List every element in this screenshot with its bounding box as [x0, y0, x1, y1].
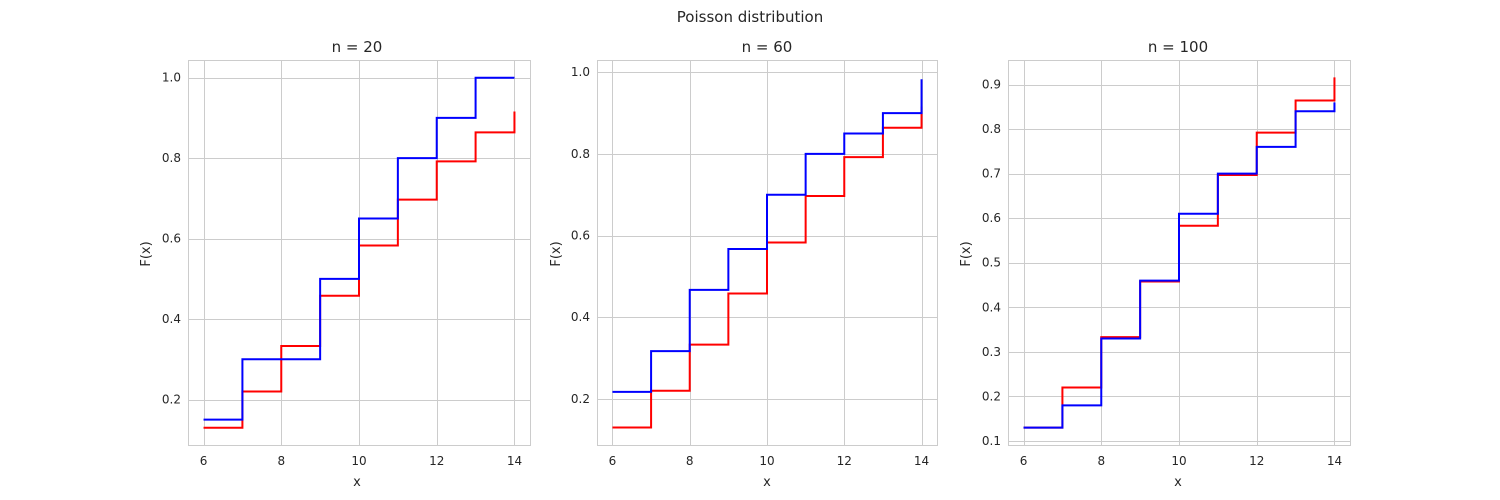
x-axis-label: x — [1174, 475, 1182, 490]
y-tick-label: 0.1 — [982, 434, 1001, 448]
subplot-n60: n = 60 x F(x) 6 8 10 12 14 0.2 0.4 0.6 0.8 1.0 — [549, 38, 938, 490]
y-tick-label: 0.4 — [571, 310, 590, 324]
x-tick-label: 14 — [507, 454, 522, 468]
series-line-blue — [203, 76, 515, 421]
subplot-n20: n = 20 x F(x) 6 8 10 12 14 0.2 0.4 0.6 0.8 1.0 — [139, 38, 531, 490]
y-tick-label: 0.9 — [982, 78, 1001, 92]
y-axis-label: F(x) — [549, 241, 564, 266]
y-tick-label: 0.5 — [982, 256, 1001, 270]
x-tick-label: 8 — [277, 454, 285, 468]
x-tick-label: 6 — [200, 454, 208, 468]
subplot-n100: n = 100 x F(x) 6 8 10 12 14 0.1 0.2 0.3 0.4 0.5 0.… — [959, 38, 1351, 490]
x-tick-label: 8 — [686, 454, 694, 468]
subplot-title: n = 20 — [332, 38, 383, 56]
series-line-blue — [1023, 102, 1336, 429]
y-tick-label: 0.4 — [982, 300, 1001, 314]
x-tick-label: 6 — [609, 454, 617, 468]
x-tick-label: 10 — [1171, 454, 1186, 468]
plot-frame — [1008, 60, 1351, 446]
subplot-title: n = 100 — [1148, 38, 1208, 56]
y-tick-label: 0.8 — [162, 151, 181, 165]
y-tick-label: 0.6 — [571, 229, 590, 243]
y-tick-label: 0.6 — [982, 211, 1001, 225]
x-tick-label: 14 — [1327, 454, 1342, 468]
plot-frame — [188, 60, 531, 446]
y-tick-label: 0.2 — [162, 393, 181, 407]
y-tick-label: 1.0 — [162, 71, 181, 85]
x-tick-label: 10 — [351, 454, 366, 468]
y-tick-label: 0.6 — [162, 232, 181, 246]
x-tick-label: 14 — [914, 454, 929, 468]
x-tick-label: 12 — [837, 454, 852, 468]
figure-suptitle: Poisson distribution — [677, 8, 823, 26]
y-tick-label: 1.0 — [571, 65, 590, 79]
y-tick-label: 0.8 — [982, 122, 1001, 136]
y-tick-label: 0.2 — [571, 392, 590, 406]
x-tick-label: 8 — [1097, 454, 1105, 468]
x-tick-label: 6 — [1020, 454, 1028, 468]
x-tick-label: 10 — [759, 454, 774, 468]
y-tick-label: 0.4 — [162, 312, 181, 326]
y-tick-label: 0.8 — [571, 147, 590, 161]
y-axis-label: F(x) — [959, 241, 974, 266]
y-tick-label: 0.2 — [982, 389, 1001, 403]
x-tick-label: 12 — [429, 454, 444, 468]
plot-frame — [597, 60, 938, 446]
y-tick-label: 0.3 — [982, 345, 1001, 359]
subplot-title: n = 60 — [742, 38, 793, 56]
y-tick-label: 0.7 — [982, 167, 1001, 181]
x-tick-label: 12 — [1249, 454, 1264, 468]
y-axis-label: F(x) — [139, 241, 154, 266]
x-axis-label: x — [353, 475, 361, 490]
grid — [1008, 60, 1350, 445]
x-axis-label: x — [763, 475, 771, 490]
series-line-blue — [612, 79, 923, 393]
